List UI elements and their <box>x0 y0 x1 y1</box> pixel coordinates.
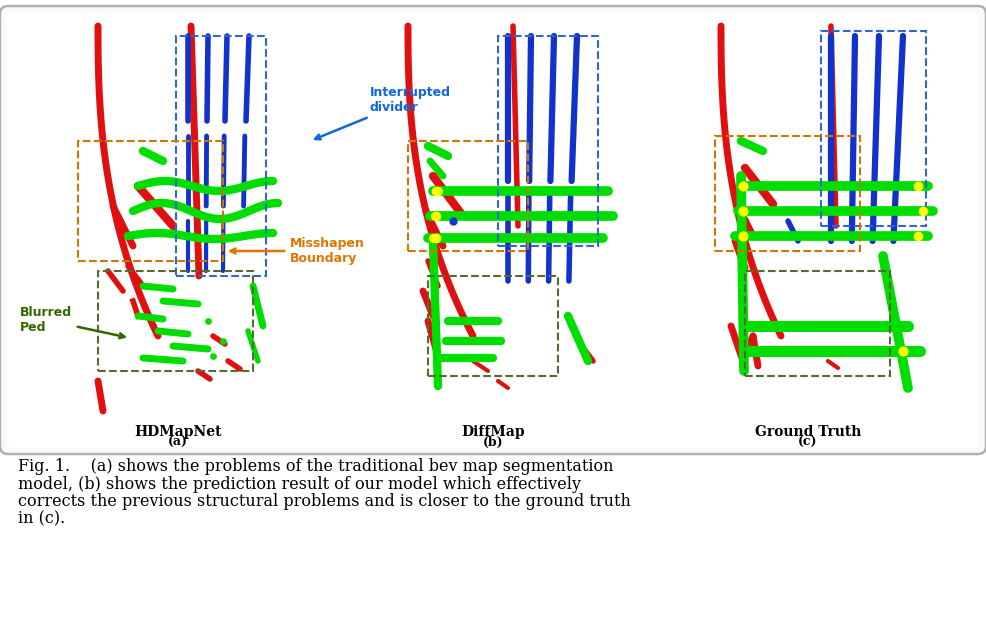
Point <box>428 186 444 196</box>
Text: HDMapNet: HDMapNet <box>134 425 222 439</box>
Point <box>430 186 446 196</box>
Point <box>910 231 926 241</box>
Text: Misshapen
Boundary: Misshapen Boundary <box>231 237 365 265</box>
Bar <box>715 136 860 251</box>
Bar <box>428 276 558 376</box>
Point <box>428 233 444 243</box>
Point <box>915 206 931 216</box>
Text: corrects the previous structural problems and is closer to the ground truth: corrects the previous structural problem… <box>18 493 631 510</box>
Point <box>425 233 441 243</box>
Text: in (c).: in (c). <box>18 510 65 527</box>
Bar <box>821 31 926 226</box>
Point <box>215 336 231 346</box>
Point <box>427 211 443 221</box>
Point <box>428 211 444 221</box>
Bar <box>408 141 528 251</box>
Point <box>200 316 216 326</box>
FancyBboxPatch shape <box>7 13 979 448</box>
Bar <box>745 271 890 376</box>
Text: (c): (c) <box>799 436 817 449</box>
Point <box>736 206 751 216</box>
Bar <box>498 36 598 246</box>
Point <box>736 231 751 241</box>
Text: model, (b) shows the prediction result of our model which effectively: model, (b) shows the prediction result o… <box>18 476 581 493</box>
Bar <box>176 36 266 276</box>
FancyBboxPatch shape <box>0 6 986 454</box>
Text: Interrupted
divider: Interrupted divider <box>316 86 451 139</box>
Text: (b): (b) <box>483 436 503 449</box>
Text: Fig. 1.    (a) shows the problems of the traditional bev map segmentation: Fig. 1. (a) shows the problems of the tr… <box>18 458 613 475</box>
Point <box>205 351 221 361</box>
Text: Ground Truth: Ground Truth <box>755 425 861 439</box>
Text: Blurred
Ped: Blurred Ped <box>20 306 124 338</box>
Point <box>895 346 911 356</box>
Point <box>736 181 751 191</box>
Text: (a): (a) <box>168 436 188 449</box>
Point <box>445 216 460 226</box>
Bar <box>98 271 253 371</box>
Point <box>910 181 926 191</box>
Text: DiffMap: DiffMap <box>461 425 525 439</box>
Bar <box>78 141 223 261</box>
